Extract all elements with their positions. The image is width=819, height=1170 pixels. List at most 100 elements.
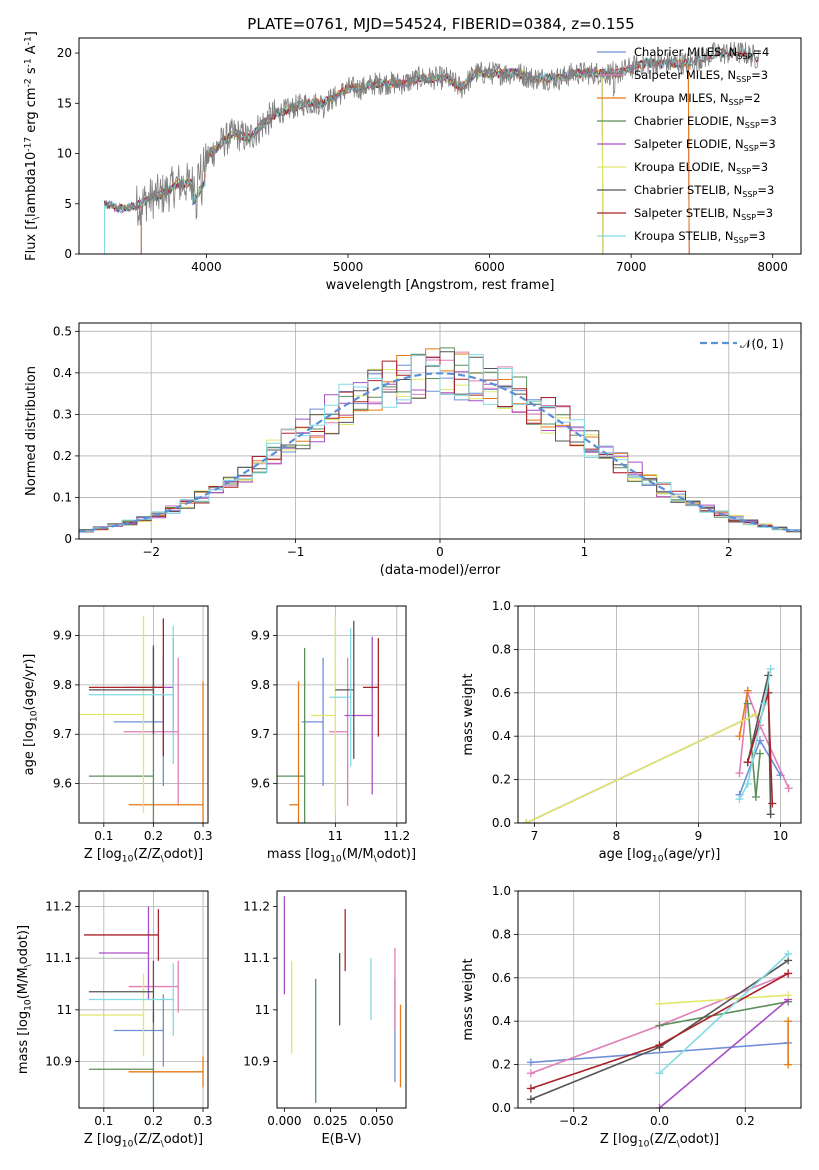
mass-vs-Z-axes-ylabel: mass [log10(M/M\odot)] [16,925,33,1074]
residual-hist-kroupa-stelib [79,354,801,532]
legend-label: Salpeter STELIB, NSSP=3 [634,206,773,222]
mass-vs-ebv-axes-xtick-label: 0.025 [313,1114,347,1128]
age-vs-mass-axes-ticks: 11 11.2 9.6 9.7 9.8 9.9 [251,629,410,843]
errorbar-point [88,963,174,1036]
mass-vs-Z-axes-ylabel-part: odot)] [16,925,31,964]
mass-weight-vs-Z-axes: −0.2 0.0 0.2 0.0 0.2 0.4 0.6 0.8 1.0 Z [log10(Z/Z… [461,884,802,1149]
normal-curve [79,372,799,533]
figure-title: PLATE=0761, MJD=54524, FIBERID=0384, z=0… [247,15,634,33]
errorbar-point [79,973,145,1057]
legend-label-part: SSP [736,167,751,176]
errorbar-point [329,628,352,767]
age-vs-mass-axes-ytick-label: 9.8 [251,678,270,692]
errorbar-point [329,657,349,806]
age-vs-Z-axes-ytick-label: 9.7 [53,727,72,741]
legend-label-part: SSP [736,75,751,84]
mass-vs-Z-axes-xtick-label: 0.3 [193,1114,212,1128]
mass-vs-Z-axes-frame [78,890,209,1109]
legend-label-part: SSP [744,144,759,153]
mass-weight-vs-age-axes-ytick-label: 1.0 [492,599,511,613]
spectrum-axes-frame [78,37,802,255]
spectrum-axes-xtick-label: 5000 [333,260,364,274]
mass-weight-series [525,713,757,823]
mass-weight-series [658,953,789,1074]
spectrum-axes-ticks: 4000 5000 6000 7000 8000 0 5 10 15 20 [57,46,788,274]
errorbar-point [123,657,179,806]
legend-label: Kroupa STELIB, NSSP=3 [634,229,766,245]
age-vs-mass-axes-xlabel-part: 10 [330,854,342,864]
mass-vs-Z-axes-ylabel-part: (M/M [16,967,31,999]
mass-vs-Z-axes-plot-area [79,906,204,1108]
age-vs-mass-axes-ytick-label: 9.6 [251,777,270,791]
spectrum-axes-ylabel-part: -17 [23,137,33,152]
spectrum-axes-xtick-label: 7000 [616,260,647,274]
mass-vs-Z-axes-xtick-label: 0.2 [144,1114,163,1128]
spectrum-data-line [104,41,759,226]
mass-weight-vs-Z-axes-plot-area [526,949,793,1108]
spectrum-axes-ylabel-part: s [24,67,39,78]
errorbar-point [83,909,160,961]
mass-weight-vs-Z-axes-xlabel-part: \ [677,1139,681,1149]
mass-weight-vs-Z-axes-ytick-label: 0.6 [492,971,511,985]
mass-weight-vs-age-axes-ytick-label: 0.2 [492,773,511,787]
mass-weight-vs-Z-axes-ticks: −0.2 0.0 0.2 0.0 0.2 0.4 0.6 0.8 1.0 [492,884,755,1128]
legend-label-part: =3 [751,160,768,174]
residuals-axes-ticks: −2 −1 0 1 2 0 0.1 0.2 0.3 0.4 0.5 [53,324,733,559]
residuals-axes-ytick-label: 0 [64,532,72,546]
mass-vs-ebv-axes-plot-area [283,896,402,1103]
mass-vs-ebv-axes-xlabel: E(B-V) [321,1132,361,1147]
spectrum-axes-ylabel-part: erg cm [24,87,39,136]
legend-label-part: SSP [741,213,756,222]
age-vs-mass-axes-ytick-label: 9.7 [251,727,270,741]
age-vs-mass-axes-xlabel-part: (M/M [342,847,374,862]
mass-weight-vs-Z-axes-xlabel-part: Z [log [600,1132,638,1147]
spectrum-model-salpeter-miles [140,57,690,254]
legend-label-part: Kroupa ELODIE, N [634,160,736,174]
mass-vs-Z-axes-xlabel-part: (Z/Z [133,1132,160,1147]
errorbar-point [277,647,306,823]
mass-weight-vs-age-axes-ytick-label: 0.8 [492,642,511,656]
residuals-axes-ylabel: Normed distribution [24,366,39,496]
mass-weight-vs-age-axes-xlabel-part: 10 [652,854,664,864]
age-vs-Z-axes-xlabel-part: odot)] [164,847,203,862]
errorbar-point [98,906,150,1000]
age-vs-Z-axes-xtick-label: 0.1 [94,829,113,843]
legend-label: Salpeter ELODIE, NSSP=3 [634,137,776,153]
age-vs-Z-axes-xlabel-part: Z [log [84,847,122,862]
spectrum-axes: 4000 5000 6000 7000 8000 0 5 10 15 20 wavelength [… [23,31,802,293]
mass-weight-vs-age-axes-xlabel-part: (age/yr)] [663,847,720,862]
mass-vs-ebv-axes-frame [276,890,407,1109]
mass-weight-vs-Z-axes-ytick-label: 0.0 [492,1101,511,1115]
mass-weight-vs-Z-axes-xlabel-part: 10 [638,1139,650,1149]
age-vs-Z-axes-ytick-label: 9.8 [53,678,72,692]
residuals-axes-ytick-label: 0.1 [53,490,72,504]
residuals-axes-xlabel-part: (data-model)/error [380,563,501,578]
errorbar-point [128,1056,204,1088]
mass-weight-vs-Z-axes-ytick-label: 1.0 [492,884,511,898]
mass-vs-ebv-axes-ytick-label: 11.1 [243,951,270,965]
legend-label-part: =3 [749,229,766,243]
mass-vs-Z-axes-xlabel-part: Z [log [84,1132,122,1147]
mass-vs-Z-axes-xlabel-part: odot)] [164,1132,203,1147]
mass-weight-series [738,690,749,737]
legend-label-part: =3 [759,137,776,151]
legend-label-part: SSP [734,236,749,245]
mass-weight-vs-age-axes-xtick-label: 9 [695,829,703,843]
mass-weight-series [659,994,789,1005]
mass-weight-series [530,1042,789,1064]
residual-legend-label-part: 𝒩(0, 1) [740,337,784,351]
errorbar-point [88,645,155,735]
spectrum-axes-ytick-label: 0 [64,247,72,261]
spectrum-axes-ylabel-part: A [24,45,39,58]
mass-weight-series [738,668,772,800]
residuals-axes-xtick-label: −1 [287,545,305,559]
spectrum-axes-ytick-label: 5 [64,197,72,211]
age-vs-Z-axes-xlabel-part: (Z/Z [133,847,160,862]
mass-weight-vs-age-axes-ytick-label: 0.4 [492,729,511,743]
mass-weight-vs-age-axes-frame [517,605,802,824]
age-vs-Z-axes-ylabel: age [log10(age/yr)] [22,654,39,776]
spectrum-axes-ytick-label: 20 [57,46,72,60]
age-vs-Z-axes-xlabel-part: \ [161,854,165,864]
mass-vs-Z-axes-ytick-label: 11.2 [45,900,72,914]
